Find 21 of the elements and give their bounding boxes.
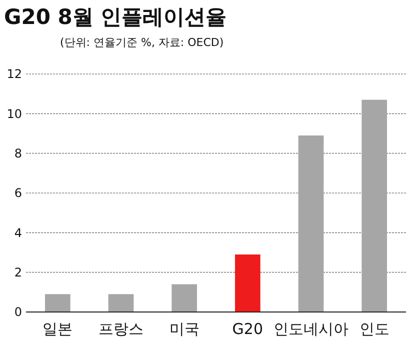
bar: [235, 254, 260, 312]
y-tick-label: 4: [14, 226, 22, 240]
bar: [298, 135, 324, 312]
x-tick-label: G20: [232, 320, 264, 338]
x-tick-label: 인도네시아: [274, 320, 348, 338]
chart-title: G20 8월 인플레이션율: [4, 5, 227, 29]
bar: [45, 294, 70, 312]
x-tick-label: 프랑스: [98, 320, 144, 338]
x-tick-label: 인도: [359, 320, 390, 338]
y-tick-label: 6: [14, 186, 22, 200]
bar: [362, 100, 387, 312]
y-tick-label: 8: [14, 146, 22, 161]
bar: [108, 294, 134, 312]
y-tick-label: 2: [14, 266, 22, 280]
y-tick-label: 10: [6, 106, 22, 121]
x-tick-label: 일본: [42, 320, 73, 338]
y-tick-label: 0: [14, 305, 22, 320]
x-tick-label: 미국: [169, 320, 200, 338]
bar: [172, 284, 197, 312]
chart-subtitle: (단위: 연율기준 %, 자료: OECD): [60, 36, 224, 49]
y-tick-label: 12: [6, 67, 22, 82]
